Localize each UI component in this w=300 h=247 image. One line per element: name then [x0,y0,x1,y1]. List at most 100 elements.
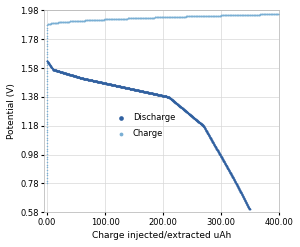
Charge [146,16,151,20]
Charge [45,152,50,156]
Charge [197,14,202,18]
Charge [46,22,51,26]
Discharge [212,144,217,147]
Charge [73,19,77,23]
Discharge [238,189,242,193]
Discharge [155,93,160,97]
Discharge [201,124,206,128]
Charge [239,13,244,17]
Charge [251,13,256,17]
Charge [205,14,210,18]
Discharge [184,110,189,114]
Discharge [105,82,110,86]
Discharge [235,184,240,188]
Discharge [52,68,56,72]
Discharge [131,87,136,91]
Charge [154,16,158,20]
Charge [244,13,249,17]
Discharge [213,144,218,148]
Discharge [73,74,78,78]
Discharge [96,80,101,84]
Charge [60,20,65,24]
Discharge [197,120,202,124]
Discharge [157,93,162,97]
Charge [45,125,50,129]
Discharge [129,87,134,91]
Discharge [221,159,226,163]
Discharge [124,86,129,90]
Discharge [152,92,156,96]
Discharge [55,69,60,73]
Discharge [90,79,95,82]
Discharge [200,123,205,127]
Charge [233,13,238,17]
Discharge [244,201,248,205]
Charge [103,18,108,21]
Charge [45,171,50,175]
Charge [174,15,179,19]
Discharge [218,153,222,157]
Discharge [94,80,99,83]
Charge [91,18,96,22]
Charge [173,15,178,19]
Charge [109,17,113,21]
Discharge [241,195,246,199]
Charge [73,19,78,23]
Discharge [46,60,50,64]
Discharge [197,121,202,124]
Discharge [232,178,237,182]
Charge [187,14,191,18]
Discharge [186,112,191,116]
Discharge [221,158,226,162]
Discharge [58,70,62,74]
Charge [237,13,242,17]
Charge [221,13,226,17]
Discharge [165,95,170,99]
Charge [218,14,222,18]
Charge [263,12,268,16]
Charge [225,13,230,17]
Charge [82,19,87,22]
Discharge [136,88,141,92]
Discharge [155,93,160,97]
Discharge [219,155,224,159]
Discharge [49,65,53,69]
Discharge [154,92,159,96]
Charge [100,18,104,21]
Charge [220,14,225,18]
Discharge [100,81,105,85]
Charge [251,13,256,17]
Discharge [54,68,58,72]
Discharge [208,137,213,141]
Discharge [64,72,69,76]
Discharge [149,91,154,95]
Charge [178,15,183,19]
Discharge [171,99,176,103]
Discharge [240,193,245,197]
Discharge [175,103,180,106]
Charge [78,19,83,23]
Charge [219,14,224,18]
Discharge [50,67,55,71]
Discharge [75,75,80,79]
Discharge [131,87,136,91]
Discharge [115,84,120,88]
Discharge [82,77,87,81]
Discharge [76,75,81,79]
Discharge [156,93,161,97]
Discharge [72,74,77,78]
Discharge [118,84,123,88]
Discharge [56,69,61,73]
Charge [272,12,276,16]
Charge [146,16,150,20]
Charge [106,17,111,21]
Charge [171,15,176,19]
Charge [50,21,55,25]
Charge [267,12,272,16]
Discharge [60,70,64,74]
Discharge [171,99,176,103]
Discharge [199,122,204,126]
Charge [106,17,111,21]
Charge [243,13,248,17]
Discharge [135,88,140,92]
